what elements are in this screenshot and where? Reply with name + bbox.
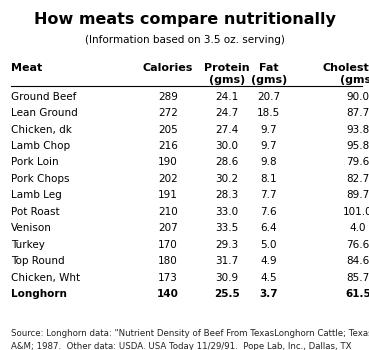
- Text: 33.5: 33.5: [215, 223, 239, 233]
- Text: 24.7: 24.7: [215, 108, 239, 118]
- Text: Top Round: Top Round: [11, 256, 65, 266]
- Text: Source: Longhorn data: "Nutrient Density of Beef From TexasLonghorn Cattle; Texa: Source: Longhorn data: "Nutrient Density…: [11, 329, 369, 338]
- Text: Turkey: Turkey: [11, 240, 45, 250]
- Text: Pork Chops: Pork Chops: [11, 174, 70, 184]
- Text: 20.7: 20.7: [257, 92, 280, 102]
- Text: 18.5: 18.5: [257, 108, 280, 118]
- Text: 25.5: 25.5: [214, 289, 240, 299]
- Text: 9.7: 9.7: [260, 141, 277, 151]
- Text: 101.0: 101.0: [343, 207, 369, 217]
- Text: 8.1: 8.1: [260, 174, 277, 184]
- Text: Lamb Chop: Lamb Chop: [11, 141, 70, 151]
- Text: Cholesterol
(gms): Cholesterol (gms): [323, 63, 369, 85]
- Text: 30.2: 30.2: [215, 174, 238, 184]
- Text: 84.6: 84.6: [346, 256, 369, 266]
- Text: 4.9: 4.9: [260, 256, 277, 266]
- Text: 180: 180: [158, 256, 178, 266]
- Text: 30.0: 30.0: [215, 141, 238, 151]
- Text: Venison: Venison: [11, 223, 52, 233]
- Text: 7.7: 7.7: [260, 190, 277, 201]
- Text: 170: 170: [158, 240, 178, 250]
- Text: 79.6: 79.6: [346, 158, 369, 168]
- Text: 191: 191: [158, 190, 178, 201]
- Text: 31.7: 31.7: [215, 256, 239, 266]
- Text: 173: 173: [158, 273, 178, 283]
- Text: 207: 207: [158, 223, 178, 233]
- Text: 289: 289: [158, 92, 178, 102]
- Text: 82.7: 82.7: [346, 174, 369, 184]
- Text: Meat: Meat: [11, 63, 42, 73]
- Text: 4.0: 4.0: [350, 223, 366, 233]
- Text: 272: 272: [158, 108, 178, 118]
- Text: 93.8: 93.8: [346, 125, 369, 135]
- Text: Calories: Calories: [143, 63, 193, 73]
- Text: 61.5: 61.5: [345, 289, 369, 299]
- Text: Pork Loin: Pork Loin: [11, 158, 59, 168]
- Text: 24.1: 24.1: [215, 92, 239, 102]
- Text: Lamb Leg: Lamb Leg: [11, 190, 62, 201]
- Text: 89.7: 89.7: [346, 190, 369, 201]
- Text: Chicken, dk: Chicken, dk: [11, 125, 72, 135]
- Text: 202: 202: [158, 174, 178, 184]
- Text: 30.9: 30.9: [215, 273, 238, 283]
- Text: 95.8: 95.8: [346, 141, 369, 151]
- Text: Pot Roast: Pot Roast: [11, 207, 60, 217]
- Text: 28.6: 28.6: [215, 158, 239, 168]
- Text: Fat
(gms): Fat (gms): [251, 63, 287, 85]
- Text: 87.7: 87.7: [346, 108, 369, 118]
- Text: 3.7: 3.7: [259, 289, 278, 299]
- Text: Chicken, Wht: Chicken, Wht: [11, 273, 80, 283]
- Text: 90.0: 90.0: [346, 92, 369, 102]
- Text: 33.0: 33.0: [215, 207, 238, 217]
- Text: 76.6: 76.6: [346, 240, 369, 250]
- Text: Longhorn: Longhorn: [11, 289, 67, 299]
- Text: 7.6: 7.6: [260, 207, 277, 217]
- Text: Lean Ground: Lean Ground: [11, 108, 78, 118]
- Text: 216: 216: [158, 141, 178, 151]
- Text: 28.3: 28.3: [215, 190, 239, 201]
- Text: 190: 190: [158, 158, 178, 168]
- Text: 6.4: 6.4: [260, 223, 277, 233]
- Text: A&M; 1987.  Other data: USDA. USA Today 11/29/91.  Pope Lab, Inc., Dallas, TX: A&M; 1987. Other data: USDA. USA Today 1…: [11, 342, 352, 350]
- Text: 5.0: 5.0: [261, 240, 277, 250]
- Text: 140: 140: [157, 289, 179, 299]
- Text: 9.8: 9.8: [260, 158, 277, 168]
- Text: 9.7: 9.7: [260, 125, 277, 135]
- Text: 27.4: 27.4: [215, 125, 239, 135]
- Text: How meats compare nutritionally: How meats compare nutritionally: [34, 12, 335, 27]
- Text: 4.5: 4.5: [260, 273, 277, 283]
- Text: 85.7: 85.7: [346, 273, 369, 283]
- Text: (Information based on 3.5 oz. serving): (Information based on 3.5 oz. serving): [85, 35, 284, 45]
- Text: Protein
(gms): Protein (gms): [204, 63, 250, 85]
- Text: 205: 205: [158, 125, 178, 135]
- Text: Ground Beef: Ground Beef: [11, 92, 76, 102]
- Text: 210: 210: [158, 207, 178, 217]
- Text: 29.3: 29.3: [215, 240, 239, 250]
